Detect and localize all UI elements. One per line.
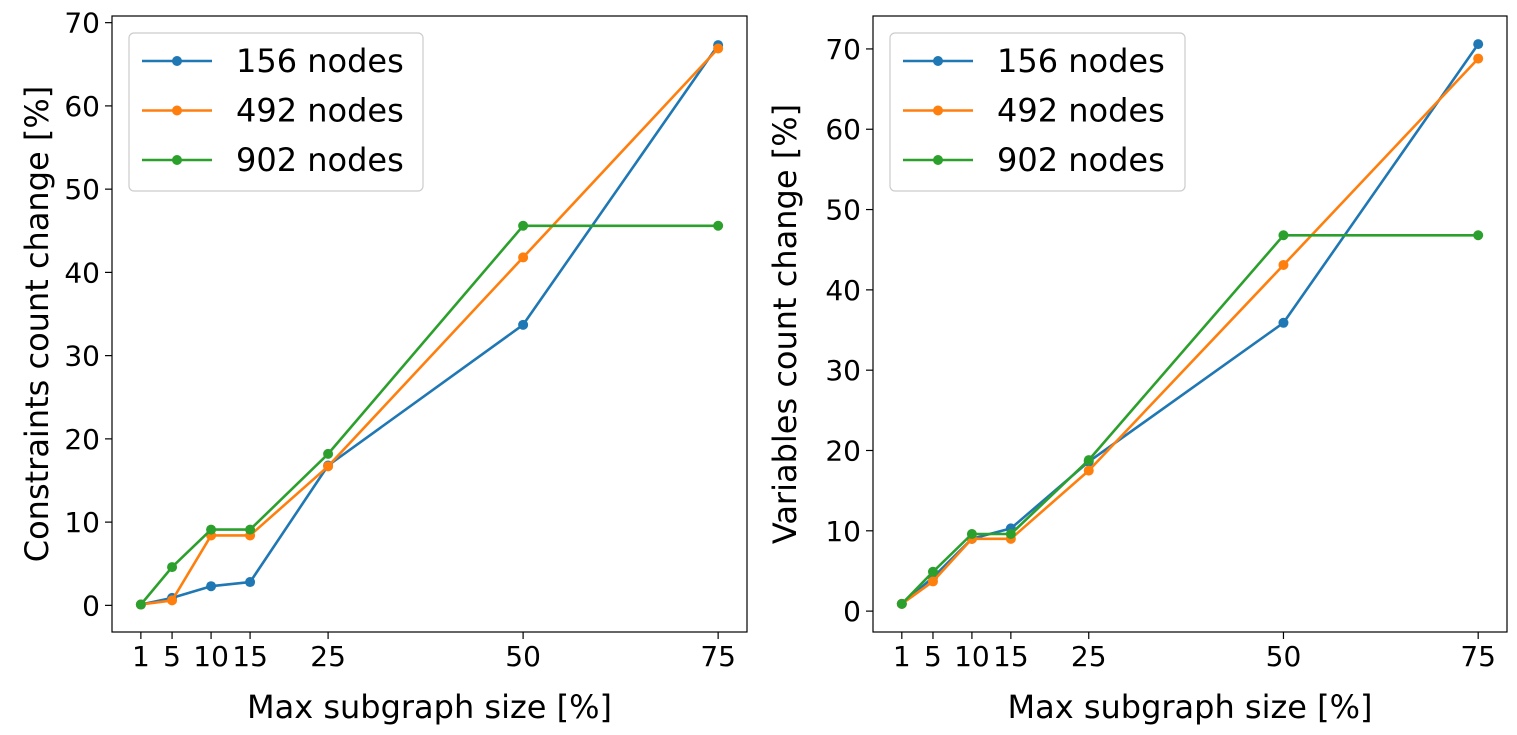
x-tick-label: 1 [132, 640, 150, 673]
legend-swatch-marker [172, 155, 182, 165]
x-tick-label: 10 [193, 640, 229, 673]
legend-label: 156 nodes [997, 42, 1165, 80]
x-axis-label: Max subgraph size [%] [1007, 688, 1372, 726]
data-point [518, 319, 529, 330]
plot-frame [111, 15, 748, 633]
y-tick-label: 50 [825, 194, 861, 227]
x-tick-label: 5 [163, 640, 181, 673]
y-tick-label: 40 [825, 274, 861, 307]
x-tick-label: 25 [310, 640, 346, 673]
plot-marks [896, 39, 1484, 609]
legend-label: 492 nodes [236, 92, 404, 130]
x-tick-label: 15 [993, 640, 1029, 673]
y-tick-label: 20 [64, 423, 100, 456]
legend-entry: 156 nodes [142, 42, 404, 80]
legend-entry: 156 nodes [903, 42, 1165, 80]
legend-entry: 902 nodes [142, 141, 404, 179]
plot-marks [135, 40, 724, 610]
data-point [1473, 53, 1484, 64]
y-tick-label: 10 [64, 506, 100, 539]
data-point [206, 581, 217, 592]
data-point [323, 448, 334, 459]
x-tick-label: 50 [505, 640, 541, 673]
plot-frame [872, 15, 1508, 633]
legend-label: 902 nodes [997, 141, 1165, 179]
data-point [1473, 39, 1484, 50]
y-tick-label: 60 [64, 90, 100, 123]
y-tick-label: 10 [825, 515, 861, 548]
legend-swatch-marker [933, 155, 943, 165]
legend-swatch-marker [172, 105, 182, 116]
y-tick-label: 30 [64, 340, 100, 373]
data-point [896, 598, 907, 609]
x-tick-label: 10 [954, 640, 990, 673]
legend: 156 nodes 492 nodes 902 nodes [128, 32, 424, 192]
y-tick-label: 70 [64, 7, 100, 40]
legend: 156 nodes 492 nodes 902 nodes [889, 32, 1186, 192]
y-axis-label: Variables count change [%] [766, 104, 804, 544]
data-point [518, 252, 529, 263]
data-point [966, 529, 977, 540]
y-tick-label: 30 [825, 354, 861, 387]
data-point [1083, 455, 1094, 466]
data-point [1005, 529, 1016, 540]
legend-label: 902 nodes [236, 141, 404, 179]
legend-swatch-marker [933, 105, 943, 116]
y-tick-label: 40 [64, 256, 100, 289]
data-point [323, 461, 334, 472]
data-point [167, 562, 178, 573]
y-tick-label: 50 [64, 173, 100, 206]
data-point [1473, 230, 1484, 241]
legend-entries: 156 nodes 492 nodes 902 nodes [142, 42, 404, 179]
x-tick-label: 5 [924, 640, 942, 673]
x-axis-label: Max subgraph size [%] [247, 688, 612, 726]
x-tick-label: 75 [1460, 640, 1496, 673]
x-tick-label: 25 [1071, 640, 1107, 673]
legend-frame [889, 32, 1186, 192]
legend-entry: 902 nodes [903, 141, 1165, 179]
x-tick-label: 1 [893, 640, 911, 673]
x-tick-label: 75 [700, 640, 736, 673]
x-tick-label: 50 [1266, 640, 1302, 673]
data-point [135, 599, 146, 610]
y-tick-label: 60 [825, 113, 861, 146]
data-point [1278, 317, 1289, 328]
legend-entry: 492 nodes [142, 92, 404, 130]
legend-label: 156 nodes [236, 42, 404, 80]
y-tick-label: 0 [843, 595, 861, 628]
legend-entries: 156 nodes 492 nodes 902 nodes [903, 42, 1165, 179]
data-point [245, 577, 256, 588]
legend-label: 492 nodes [997, 92, 1165, 130]
data-point [1278, 230, 1289, 241]
data-point [206, 524, 217, 535]
data-point [927, 566, 938, 577]
y-tick-label: 0 [82, 589, 100, 622]
data-point [713, 220, 724, 231]
legend-swatch-marker [933, 56, 943, 66]
legend-entry: 492 nodes [903, 92, 1165, 130]
data-point [927, 576, 938, 587]
data-point [1278, 259, 1289, 270]
data-point [1083, 465, 1094, 476]
legend-frame [128, 32, 424, 192]
data-point [713, 43, 724, 54]
y-tick-label: 70 [825, 33, 861, 66]
data-point [518, 220, 529, 231]
y-tick-label: 20 [825, 434, 861, 467]
y-axis-label: Constraints count change [%] [18, 86, 56, 563]
legend-swatch-marker [172, 56, 182, 66]
x-tick-label: 15 [232, 640, 268, 673]
data-point [167, 595, 178, 606]
data-point [245, 524, 256, 535]
